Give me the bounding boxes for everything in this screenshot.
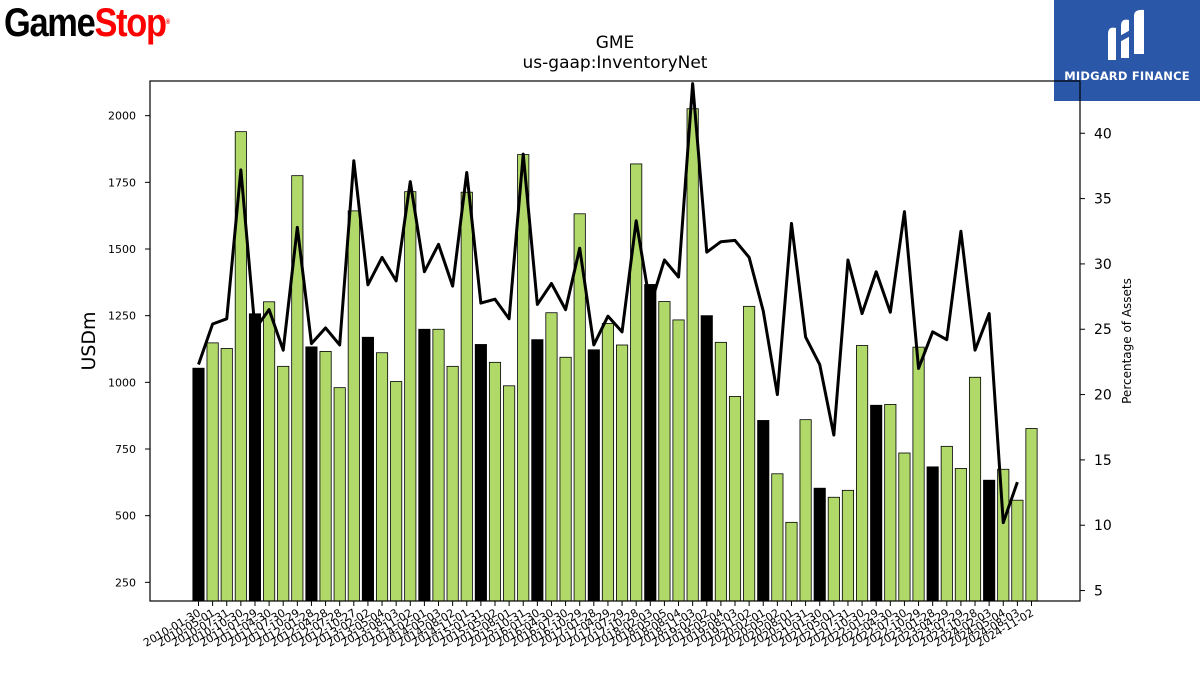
bar-2022-04-30: [884, 404, 897, 602]
bar-2012-04-28: [319, 350, 332, 602]
y-tick-label: 750: [115, 443, 136, 456]
bar-2020-02-01: [757, 420, 770, 602]
y-axis-ticks: 250 500 750 1000 1250 1500 1750 2000: [108, 110, 150, 589]
logo-part-game: Game: [4, 1, 96, 45]
bar-2019-08-03: [728, 396, 742, 602]
bar-2015-08-01: [503, 385, 516, 602]
bar-2020-10-31: [799, 419, 812, 602]
bar-2018-08-04: [672, 319, 685, 602]
midgard-finance-logo: MIDGARD FINANCE: [1054, 0, 1200, 101]
bar-2016-04-30: [545, 312, 558, 602]
bar-2023-01-28: [926, 466, 939, 602]
bar-2015-01-31: [474, 344, 487, 602]
bar-2014-08-02: [446, 365, 459, 602]
y2-tick-label: 10: [1094, 518, 1112, 534]
bar-2017-01-28: [587, 349, 600, 602]
brand-name: MIDGARD FINANCE: [1064, 69, 1190, 83]
midgard-finance-icon: [1108, 9, 1144, 61]
bar-2011-01-29: [248, 313, 262, 602]
y-tick-label: 1000: [108, 376, 136, 389]
y-tick-label: 1250: [108, 310, 136, 323]
x-axis-ticks: 2010-01-302010-05-012010-07-312010-10-30…: [141, 601, 1036, 650]
logo-registered-mark: ®: [165, 19, 170, 26]
bar-2011-04-30: [263, 301, 276, 602]
y2-tick-label: 25: [1094, 322, 1112, 338]
bar-2024-05-04: [997, 468, 1010, 602]
bar-2024-02-03: [983, 479, 996, 602]
bar-2013-11-02: [404, 191, 417, 602]
bar-2023-04-29: [940, 445, 953, 602]
bar-2016-01-30: [531, 339, 544, 602]
y-tick-label: 1500: [108, 243, 136, 256]
bar-2012-01-28: [305, 346, 318, 602]
y2-tick-label: 40: [1094, 126, 1112, 142]
bar-2010-01-30: [192, 367, 205, 602]
bar-2014-05-03: [432, 328, 445, 602]
y-tick-label: 500: [115, 510, 136, 523]
bar-2021-05-01: [827, 496, 840, 602]
y2-axis-ticks: 5 10 15 20 25 30 35 40: [1080, 126, 1112, 600]
bar-2011-07-30: [277, 365, 290, 602]
bar-2021-10-30: [856, 345, 869, 602]
chart-subtitle: us-gaap:InventoryNet: [523, 53, 708, 73]
y2-axis-label: Percentage of Assets: [1120, 278, 1134, 404]
bar-2017-07-29: [616, 344, 629, 602]
y-tick-label: 1750: [108, 176, 136, 189]
bar-2024-11-02: [1025, 428, 1038, 602]
bar-2014-02-01: [418, 328, 431, 602]
bar-2015-10-31: [517, 154, 530, 602]
y-tick-label: 2000: [108, 110, 136, 123]
logo-part-stop: Stop: [94, 1, 167, 45]
bar-2020-08-01: [785, 521, 798, 602]
y2-tick-label: 15: [1094, 453, 1112, 469]
y2-tick-label: 35: [1094, 192, 1112, 208]
y2-tick-label: 20: [1094, 388, 1112, 404]
bar-2024-08-03: [1011, 499, 1024, 602]
y2-tick-label: 30: [1094, 257, 1112, 273]
plot-frame: [149, 80, 1081, 602]
bar-2019-02-02: [700, 315, 713, 602]
bar-2016-07-30: [559, 356, 572, 602]
bar-2017-04-29: [601, 322, 614, 602]
y2-tick-label: 5: [1094, 584, 1103, 600]
bar-2010-05-01: [206, 342, 219, 602]
bar-2018-02-03: [644, 284, 657, 602]
bar-2013-02-02: [361, 336, 374, 602]
bar-2010-07-31: [220, 348, 233, 602]
bars-group: [192, 108, 1038, 602]
percentage-of-assets-line: [197, 82, 1019, 525]
gamestop-logo: GameStop®: [4, 1, 170, 45]
bar-2021-07-31: [841, 489, 854, 602]
bar-2019-11-02: [743, 305, 756, 602]
bar-2012-10-27: [347, 210, 360, 602]
bar-2018-11-03: [686, 108, 699, 602]
y-axis-label: USDm: [78, 311, 100, 370]
bar-2022-01-29: [870, 404, 883, 602]
bar-2023-10-28: [968, 376, 982, 602]
bar-2013-08-03: [390, 381, 403, 602]
bar-2018-05-05: [658, 301, 671, 602]
y-tick-label: 250: [115, 576, 136, 589]
bar-2015-05-02: [488, 361, 502, 602]
bar-2012-07-28: [333, 387, 346, 602]
bar-2022-07-30: [898, 452, 911, 602]
bar-2023-07-29: [954, 468, 967, 602]
chart-title: GME: [596, 33, 635, 53]
bar-2022-10-29: [912, 346, 925, 602]
bar-2019-05-04: [714, 341, 727, 602]
bar-2014-11-01: [460, 191, 473, 602]
bar-2020-05-02: [771, 473, 784, 602]
bar-2021-01-30: [813, 487, 826, 602]
line-group: [197, 82, 1019, 525]
bar-2013-05-04: [375, 352, 389, 602]
